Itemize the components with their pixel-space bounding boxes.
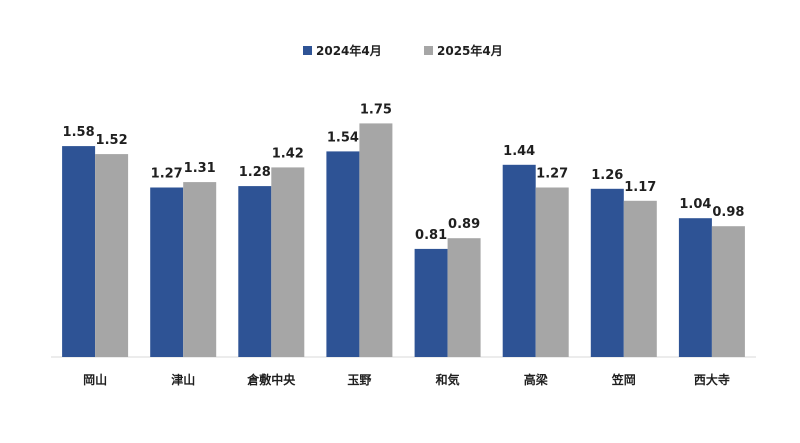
bar-2025-6 (623, 200, 657, 357)
data-label-2025-4: 0.89 (448, 217, 480, 232)
category-label-4: 和気 (435, 372, 460, 387)
data-label-2024-3: 1.54 (327, 130, 359, 145)
legend-label-2024: 2024年4月 (316, 43, 382, 58)
category-label-group: 岡山 津山 倉敷中央 玉野 和気 高梁 笠岡 西大寺 (83, 372, 730, 387)
bar-2024-0 (62, 146, 96, 357)
category-label-7: 西大寺 (694, 372, 730, 387)
category-label-1: 津山 (171, 372, 195, 387)
bar-2025-3 (359, 123, 393, 358)
data-label-2025-6: 1.17 (624, 180, 656, 195)
data-label-2024-6: 1.26 (591, 168, 623, 183)
category-label-5: 高梁 (524, 372, 548, 387)
category-label-3: 玉野 (347, 373, 371, 387)
bar-2025-7 (711, 226, 745, 357)
bar-2025-0 (95, 154, 129, 357)
bar-group (62, 123, 745, 358)
data-label-2025-3: 1.75 (360, 102, 392, 117)
bar-2025-2 (271, 167, 305, 357)
data-label-group: 1.581.521.27 1.31 1.281.421.541.750.810.89… (63, 102, 745, 243)
bar-2024-1 (150, 187, 184, 357)
bar-2024-6 (590, 188, 624, 357)
legend-swatch-2024 (303, 46, 312, 55)
bar-2024-5 (502, 164, 536, 357)
category-label-2: 倉敷中央 (246, 372, 296, 387)
category-label-6: 笠岡 (611, 372, 636, 387)
data-label-2025-0: 1.52 (96, 133, 128, 148)
bar-2025-1 (183, 182, 217, 357)
bar-2024-7 (678, 218, 712, 357)
data-label-2024-2: 1.28 (239, 165, 271, 180)
bar-2024-4 (414, 248, 448, 357)
data-label-2024-5: 1.44 (503, 144, 535, 159)
bar-2024-2 (238, 186, 272, 357)
data-label-2025-1: 1.31 (184, 161, 216, 176)
data-label-2025-7: 0.98 (712, 205, 744, 220)
chart-legend: 2024年4月 2025年4月 (303, 43, 503, 58)
category-label-0: 岡山 (83, 372, 107, 387)
data-label-2024-1: 1.27 (151, 167, 183, 182)
legend-label-2025: 2025年4月 (437, 43, 503, 58)
data-label-2025-2: 1.42 (272, 146, 304, 161)
data-label-2024-7: 1.04 (679, 197, 711, 212)
data-label-2025-5: 1.27 (536, 167, 568, 182)
bar-2025-5 (535, 187, 569, 357)
bar-2024-3 (326, 151, 360, 357)
bar-2025-4 (447, 238, 481, 357)
legend-swatch-2025 (424, 46, 433, 55)
data-label-2024-0: 1.58 (63, 125, 95, 140)
data-label-2024-4: 0.81 (415, 228, 447, 243)
